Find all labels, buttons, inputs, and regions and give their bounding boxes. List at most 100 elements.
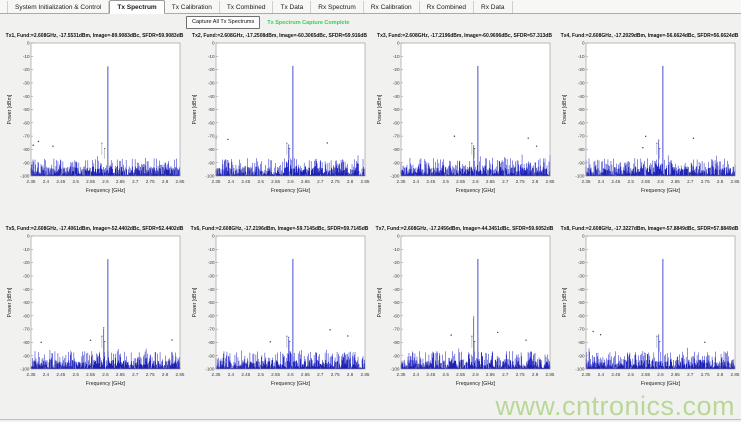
svg-text:-100: -100 [390, 174, 400, 179]
svg-text:-40: -40 [392, 287, 399, 292]
spectrum-plot: 2.35 2.4 2.45 2.5 2.55 2.6 2.65 2.7 2.75 2.8 2.85 0… [7, 41, 185, 194]
svg-text:-40: -40 [392, 94, 399, 99]
svg-text:2.5: 2.5 [257, 179, 264, 184]
svg-text:-20: -20 [577, 260, 584, 265]
svg-text:2.35: 2.35 [26, 372, 35, 377]
svg-text:2.4: 2.4 [597, 372, 604, 377]
svg-text:-70: -70 [392, 327, 399, 332]
spectrum-plot-tx6: Tx6, Fund:=2.608GHz, -17.2196dBm, Image=… [187, 224, 372, 417]
spectrum-plot-tx1: Tx1, Fund:=2.608GHz, -17.5531dBm, Image=… [2, 31, 187, 224]
svg-text:-80: -80 [392, 147, 399, 152]
svg-text:-20: -20 [392, 260, 399, 265]
svg-text:2.4: 2.4 [597, 179, 604, 184]
svg-text:-40: -40 [577, 94, 584, 99]
svg-text:Frequency [GHz]: Frequency [GHz] [85, 188, 125, 194]
svg-text:2.4: 2.4 [227, 179, 234, 184]
svg-text:2.75: 2.75 [700, 372, 709, 377]
svg-text:-20: -20 [207, 260, 214, 265]
svg-text:-30: -30 [577, 81, 584, 86]
svg-text:-90: -90 [207, 353, 214, 358]
svg-text:-70: -70 [207, 327, 214, 332]
svg-text:-30: -30 [22, 274, 29, 279]
svg-text:2.85: 2.85 [175, 372, 184, 377]
svg-text:2.85: 2.85 [545, 179, 554, 184]
svg-text:2.7: 2.7 [687, 372, 694, 377]
svg-text:0: 0 [211, 234, 214, 239]
svg-text:2.7: 2.7 [317, 372, 324, 377]
plot-title: Tx2, Fund:=2.608GHz, -17.2508dBm, Image=… [192, 33, 367, 39]
svg-text:Frequency [GHz]: Frequency [GHz] [455, 381, 495, 387]
svg-text:-60: -60 [392, 120, 399, 125]
svg-text:-30: -30 [392, 274, 399, 279]
svg-text:-60: -60 [207, 313, 214, 318]
svg-text:-60: -60 [207, 120, 214, 125]
svg-text:2.65: 2.65 [670, 179, 679, 184]
svg-text:2.6: 2.6 [472, 179, 479, 184]
svg-text:-10: -10 [577, 54, 584, 59]
plot-title: Tx1, Fund:=2.608GHz, -17.5531dBm, Image=… [5, 33, 184, 39]
svg-text:-10: -10 [22, 54, 29, 59]
svg-text:2.7: 2.7 [317, 179, 324, 184]
tab-tx-data[interactable]: Tx Data [273, 1, 312, 13]
svg-text:-100: -100 [205, 367, 215, 372]
svg-text:-80: -80 [207, 340, 214, 345]
spectrum-plot-tx3: Tx3, Fund:=2.608GHz, -17.2196dBm, Image=… [372, 31, 557, 224]
tab-rx-combined[interactable]: Rx Combined [420, 1, 475, 13]
plot-title: Tx8, Fund:=2.608GHz, -17.3227dBm, Image=… [560, 226, 739, 232]
svg-text:2.65: 2.65 [115, 372, 124, 377]
capture-all-tx-spectrums-button[interactable]: Capture All Tx Spectrums [186, 16, 261, 29]
svg-text:-50: -50 [577, 300, 584, 305]
svg-text:2.7: 2.7 [502, 372, 509, 377]
svg-text:2.75: 2.75 [515, 179, 524, 184]
svg-text:2.55: 2.55 [456, 372, 465, 377]
svg-text:2.55: 2.55 [271, 179, 280, 184]
svg-text:2.6: 2.6 [472, 372, 479, 377]
svg-text:2.6: 2.6 [657, 372, 664, 377]
spectrum-plot-tx4: Tx4, Fund:=2.608GHz, -17.2029dBm, Image=… [557, 31, 741, 224]
svg-text:Frequency [GHz]: Frequency [GHz] [270, 188, 310, 194]
svg-text:2.8: 2.8 [161, 372, 168, 377]
svg-text:-10: -10 [392, 54, 399, 59]
spectrum-plot: 2.35 2.4 2.45 2.5 2.55 2.6 2.65 2.7 2.75 2.8 2.85 0… [192, 234, 370, 387]
svg-text:-100: -100 [575, 367, 585, 372]
tab-tx-spectrum[interactable]: Tx Spectrum [109, 0, 165, 14]
svg-text:-80: -80 [22, 340, 29, 345]
svg-text:2.75: 2.75 [145, 179, 154, 184]
plot-title: Tx7, Fund:=2.608GHz, -17.2456dBm, Image=… [375, 226, 554, 232]
svg-text:2.55: 2.55 [641, 372, 650, 377]
tab-tx-calibration[interactable]: Tx Calibration [165, 1, 220, 13]
svg-text:2.45: 2.45 [611, 179, 620, 184]
svg-text:2.85: 2.85 [360, 179, 369, 184]
svg-text:2.55: 2.55 [271, 372, 280, 377]
spectrum-plot: 2.35 2.4 2.45 2.5 2.55 2.6 2.65 2.7 2.75 2.8 2.85 0… [377, 234, 555, 387]
spectrum-plot: 2.35 2.4 2.45 2.5 2.55 2.6 2.65 2.7 2.75 2.8 2.85 0… [562, 234, 740, 387]
svg-text:-70: -70 [577, 327, 584, 332]
tab-rx-calibration[interactable]: Rx Calibration [364, 1, 420, 13]
spectrum-plot-tx2: Tx2, Fund:=2.608GHz, -17.2508dBm, Image=… [187, 31, 372, 224]
svg-text:2.4: 2.4 [42, 179, 49, 184]
svg-text:2.6: 2.6 [657, 179, 664, 184]
svg-text:2.35: 2.35 [581, 372, 590, 377]
svg-text:2.8: 2.8 [716, 372, 723, 377]
svg-text:-20: -20 [207, 67, 214, 72]
svg-text:0: 0 [26, 41, 29, 46]
tab-system-initialization-control[interactable]: System Initialization & Control [7, 1, 110, 13]
svg-text:2.8: 2.8 [161, 179, 168, 184]
spectrum-plot: 2.35 2.4 2.45 2.5 2.55 2.6 2.65 2.7 2.75 2.8 2.85 0… [562, 41, 740, 194]
svg-text:2.5: 2.5 [627, 179, 634, 184]
svg-text:-30: -30 [207, 81, 214, 86]
svg-text:-50: -50 [392, 300, 399, 305]
svg-text:2.75: 2.75 [700, 179, 709, 184]
svg-text:2.55: 2.55 [456, 179, 465, 184]
svg-text:-40: -40 [22, 287, 29, 292]
svg-text:2.4: 2.4 [227, 372, 234, 377]
svg-text:-90: -90 [392, 353, 399, 358]
tab-tx-combined[interactable]: Tx Combined [220, 1, 274, 13]
svg-text:Power [dBm]: Power [dBm] [377, 287, 383, 317]
tab-rx-data[interactable]: Rx Data [474, 1, 513, 13]
svg-text:Power [dBm]: Power [dBm] [7, 287, 13, 317]
tab-rx-spectrum[interactable]: Rx Spectrum [311, 1, 364, 13]
svg-text:2.55: 2.55 [86, 372, 95, 377]
svg-text:2.5: 2.5 [72, 179, 79, 184]
svg-text:2.85: 2.85 [730, 179, 739, 184]
